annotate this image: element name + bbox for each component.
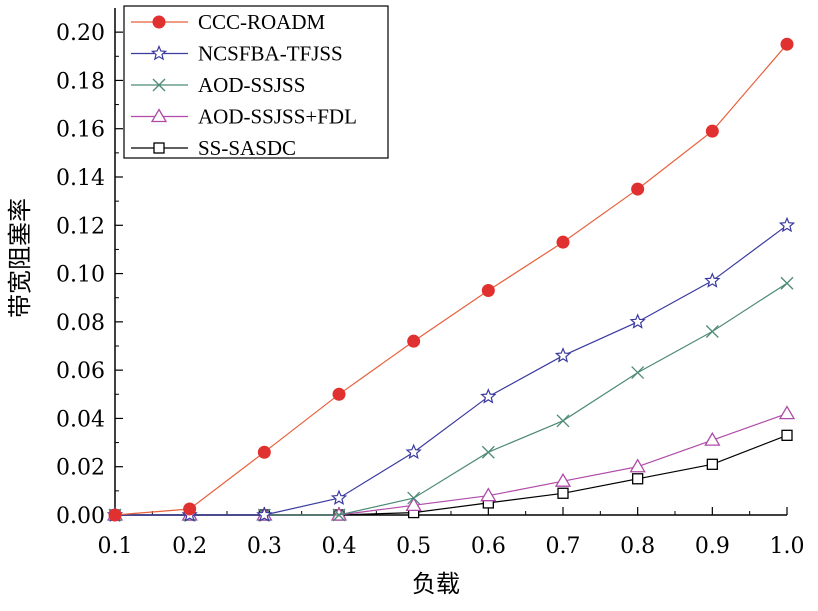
data-point [332, 387, 346, 401]
y-tick-label: 0.08 [56, 311, 105, 336]
y-tick-label: 0.12 [56, 214, 105, 239]
x-tick-label: 0.2 [172, 534, 207, 559]
data-point [556, 414, 570, 428]
x-tick-label: 0.6 [471, 534, 506, 559]
data-point [480, 388, 497, 404]
legend-item-3: AOD-SSJSS+FDL [131, 105, 357, 129]
data-point [632, 473, 644, 485]
legend-marker [152, 15, 166, 29]
data-point [257, 445, 271, 459]
series-layer [106, 37, 796, 522]
legend-label: AOD-SSJSS [198, 73, 305, 97]
y-tick-label: 0.04 [56, 407, 105, 432]
data-point [781, 429, 793, 441]
data-point [706, 458, 718, 470]
x-marker-stroke [152, 78, 166, 92]
data-point [704, 272, 721, 288]
y-axis: 0.00 0.02 0.04 0.06 0.08 0.10 0.12 0.14 0.16 0.18… [56, 21, 123, 529]
data-point [556, 235, 570, 249]
data-point [705, 124, 719, 138]
x-marker-stroke [332, 508, 346, 522]
data-point [631, 366, 645, 380]
series-2 [108, 276, 794, 522]
legend-marker [152, 78, 166, 92]
data-point [631, 182, 645, 196]
data-point [780, 276, 794, 290]
legend-box [123, 5, 389, 159]
y-tick-label: 0.18 [56, 69, 105, 94]
series-line [115, 282, 788, 516]
data-point [407, 334, 421, 348]
data-point [481, 283, 495, 297]
y-tick-label: 0.20 [56, 21, 105, 46]
x-tick-label: 0.3 [247, 534, 282, 559]
x-tick-label: 0.5 [396, 534, 431, 559]
legend-item-0: CCC-ROADM [131, 10, 326, 34]
legend: CCC-ROADM NCSFBA-TFJSS AOD-SSJSS AOD-SSJSS+… [123, 5, 389, 160]
x-axis: 0.1 0.2 0.3 0.4 0.5 0.6 0.7 0.8 0.9 1.0 [98, 507, 805, 559]
y-tick-label: 0.06 [56, 359, 105, 384]
data-point [256, 506, 273, 522]
y-tick-label: 0.16 [56, 118, 105, 143]
data-point [557, 487, 569, 499]
legend-item-2: AOD-SSJSS [131, 73, 305, 97]
data-point [780, 37, 794, 51]
y-axis-title: 带宽阻塞率 [6, 198, 34, 318]
data-point [778, 405, 796, 420]
x-marker-stroke [780, 276, 794, 290]
data-point [554, 347, 572, 363]
data-point [629, 313, 646, 329]
data-point [332, 508, 346, 522]
data-point [407, 491, 421, 505]
x-marker-stroke [705, 325, 719, 338]
x-tick-label: 0.9 [695, 534, 730, 559]
x-axis-title: 负载 [412, 570, 460, 598]
y-tick-label: 0.14 [56, 166, 105, 191]
legend-marker [150, 44, 168, 61]
series-0 [108, 37, 794, 522]
data-point [481, 445, 495, 459]
data-point [405, 497, 422, 511]
data-point [778, 216, 796, 233]
data-point [108, 508, 122, 522]
series-line [115, 224, 788, 516]
legend-label: CCC-ROADM [198, 10, 326, 34]
data-point [330, 489, 348, 506]
x-marker-stroke [556, 414, 570, 428]
legend-label: AOD-SSJSS+FDL [198, 105, 357, 129]
y-tick-label: 0.02 [56, 456, 105, 481]
legend-marker [150, 108, 168, 123]
series-line [115, 413, 788, 516]
y-tick-label: 0.10 [56, 263, 105, 288]
data-point [705, 325, 719, 338]
data-point [704, 431, 721, 446]
y-tick-label: 0.00 [56, 504, 105, 529]
data-point [183, 502, 197, 516]
legend-marker [153, 142, 165, 154]
data-point [405, 443, 422, 460]
series-3 [106, 405, 796, 521]
x-tick-label: 0.7 [546, 534, 581, 559]
x-tick-label: 0.8 [620, 534, 655, 559]
x-tick-label: 0.4 [322, 534, 357, 559]
series-line [114, 43, 788, 516]
x-tick-label: 1.0 [770, 534, 805, 559]
data-point [629, 458, 646, 473]
data-point [480, 487, 497, 502]
x-tick-label: 0.1 [98, 534, 133, 559]
x-marker-stroke [631, 366, 645, 380]
x-marker-stroke [407, 491, 421, 505]
legend-item-4: SS-SASDC [131, 136, 296, 160]
data-point [554, 472, 572, 487]
x-marker-stroke [481, 445, 495, 459]
series-1 [106, 216, 796, 522]
legend-label: NCSFBA-TFJSS [198, 42, 343, 66]
legend-label: SS-SASDC [198, 136, 296, 160]
legend-item-1: NCSFBA-TFJSS [131, 42, 343, 66]
